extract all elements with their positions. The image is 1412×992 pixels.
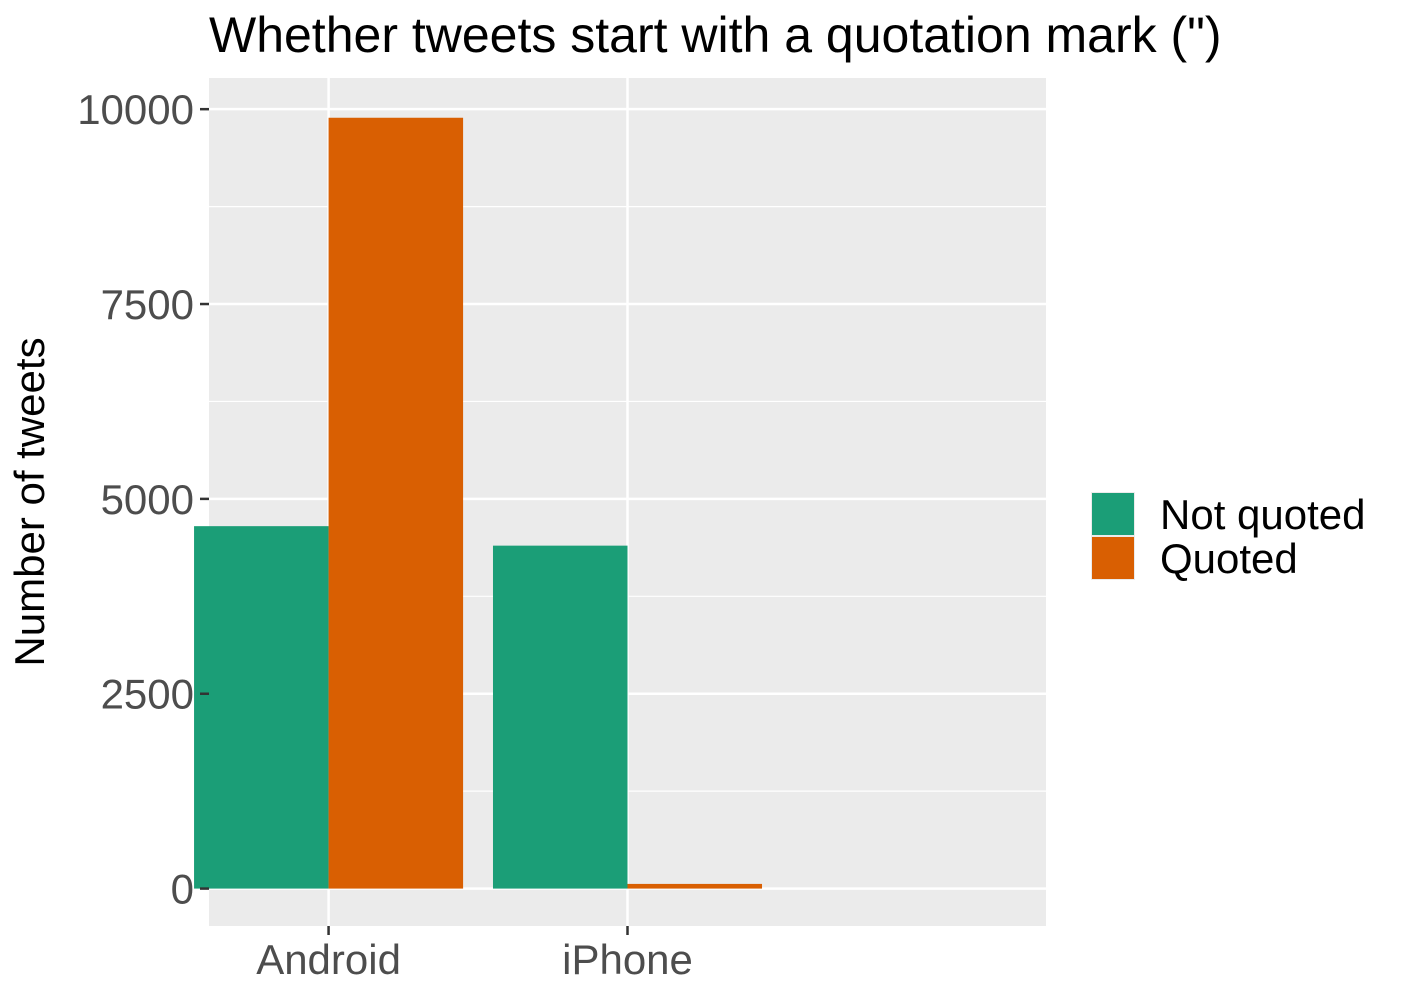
bar-iphone-not-quoted: [492, 545, 628, 889]
y-tick-label: 5000: [101, 476, 194, 523]
legend-label: Not quoted: [1160, 491, 1366, 538]
axes: 0 2500 5000 7500 10000 Android iPhone: [77, 86, 693, 983]
bars: [194, 117, 763, 889]
bar-android-not-quoted: [194, 526, 329, 889]
x-tick-label: iPhone: [562, 936, 693, 983]
y-axis-title: Number of tweets: [6, 337, 53, 666]
bar-android-quoted: [328, 117, 464, 889]
legend-label: Quoted: [1160, 535, 1298, 582]
y-tick-label: 7500: [101, 281, 194, 328]
y-tick-label: 0: [171, 866, 194, 913]
y-tick-label: 10000: [77, 86, 194, 133]
chart-title: Whether tweets start with a quotation ma…: [209, 7, 1222, 63]
legend-key-swatch: [1092, 493, 1134, 535]
y-tick-label: 2500: [101, 671, 194, 718]
x-tick-label: Android: [256, 936, 401, 983]
bar-iphone-quoted: [627, 883, 763, 889]
legend-key-swatch: [1092, 537, 1134, 579]
